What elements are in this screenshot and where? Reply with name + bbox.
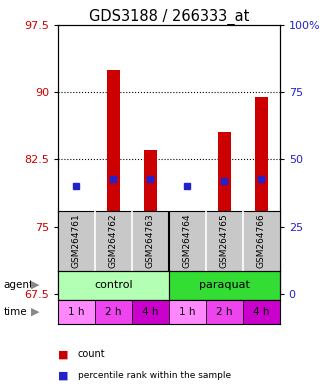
Text: ▶: ▶ <box>31 307 40 317</box>
Text: 2 h: 2 h <box>105 307 121 317</box>
Text: percentile rank within the sample: percentile rank within the sample <box>78 371 231 379</box>
Bar <box>218 132 231 294</box>
Text: GSM264766: GSM264766 <box>257 214 266 268</box>
Bar <box>144 151 157 294</box>
Bar <box>243 300 280 324</box>
Title: GDS3188 / 266333_at: GDS3188 / 266333_at <box>89 9 249 25</box>
Text: 2 h: 2 h <box>216 307 232 317</box>
Text: 4 h: 4 h <box>253 307 269 317</box>
Text: agent: agent <box>3 280 33 290</box>
Text: 1 h: 1 h <box>179 307 196 317</box>
Text: ■: ■ <box>58 349 69 359</box>
Bar <box>206 300 243 324</box>
Text: 4 h: 4 h <box>142 307 159 317</box>
Bar <box>169 271 280 300</box>
Bar <box>107 70 120 294</box>
Text: count: count <box>78 349 105 359</box>
Bar <box>95 300 132 324</box>
Text: GSM264763: GSM264763 <box>146 214 155 268</box>
Text: GSM264765: GSM264765 <box>220 214 229 268</box>
Bar <box>181 271 194 294</box>
Text: control: control <box>94 280 133 290</box>
Bar <box>169 300 206 324</box>
Text: ■: ■ <box>58 371 69 381</box>
Text: GSM264761: GSM264761 <box>72 214 81 268</box>
Text: ▶: ▶ <box>31 280 40 290</box>
Text: paraquat: paraquat <box>199 280 250 290</box>
Text: 1 h: 1 h <box>68 307 85 317</box>
Bar <box>58 300 95 324</box>
Bar <box>58 271 169 300</box>
Text: time: time <box>3 307 27 317</box>
Bar <box>70 226 83 294</box>
Text: GSM264762: GSM264762 <box>109 214 118 268</box>
Text: GSM264764: GSM264764 <box>183 214 192 268</box>
Bar <box>132 300 169 324</box>
Bar <box>255 97 268 294</box>
